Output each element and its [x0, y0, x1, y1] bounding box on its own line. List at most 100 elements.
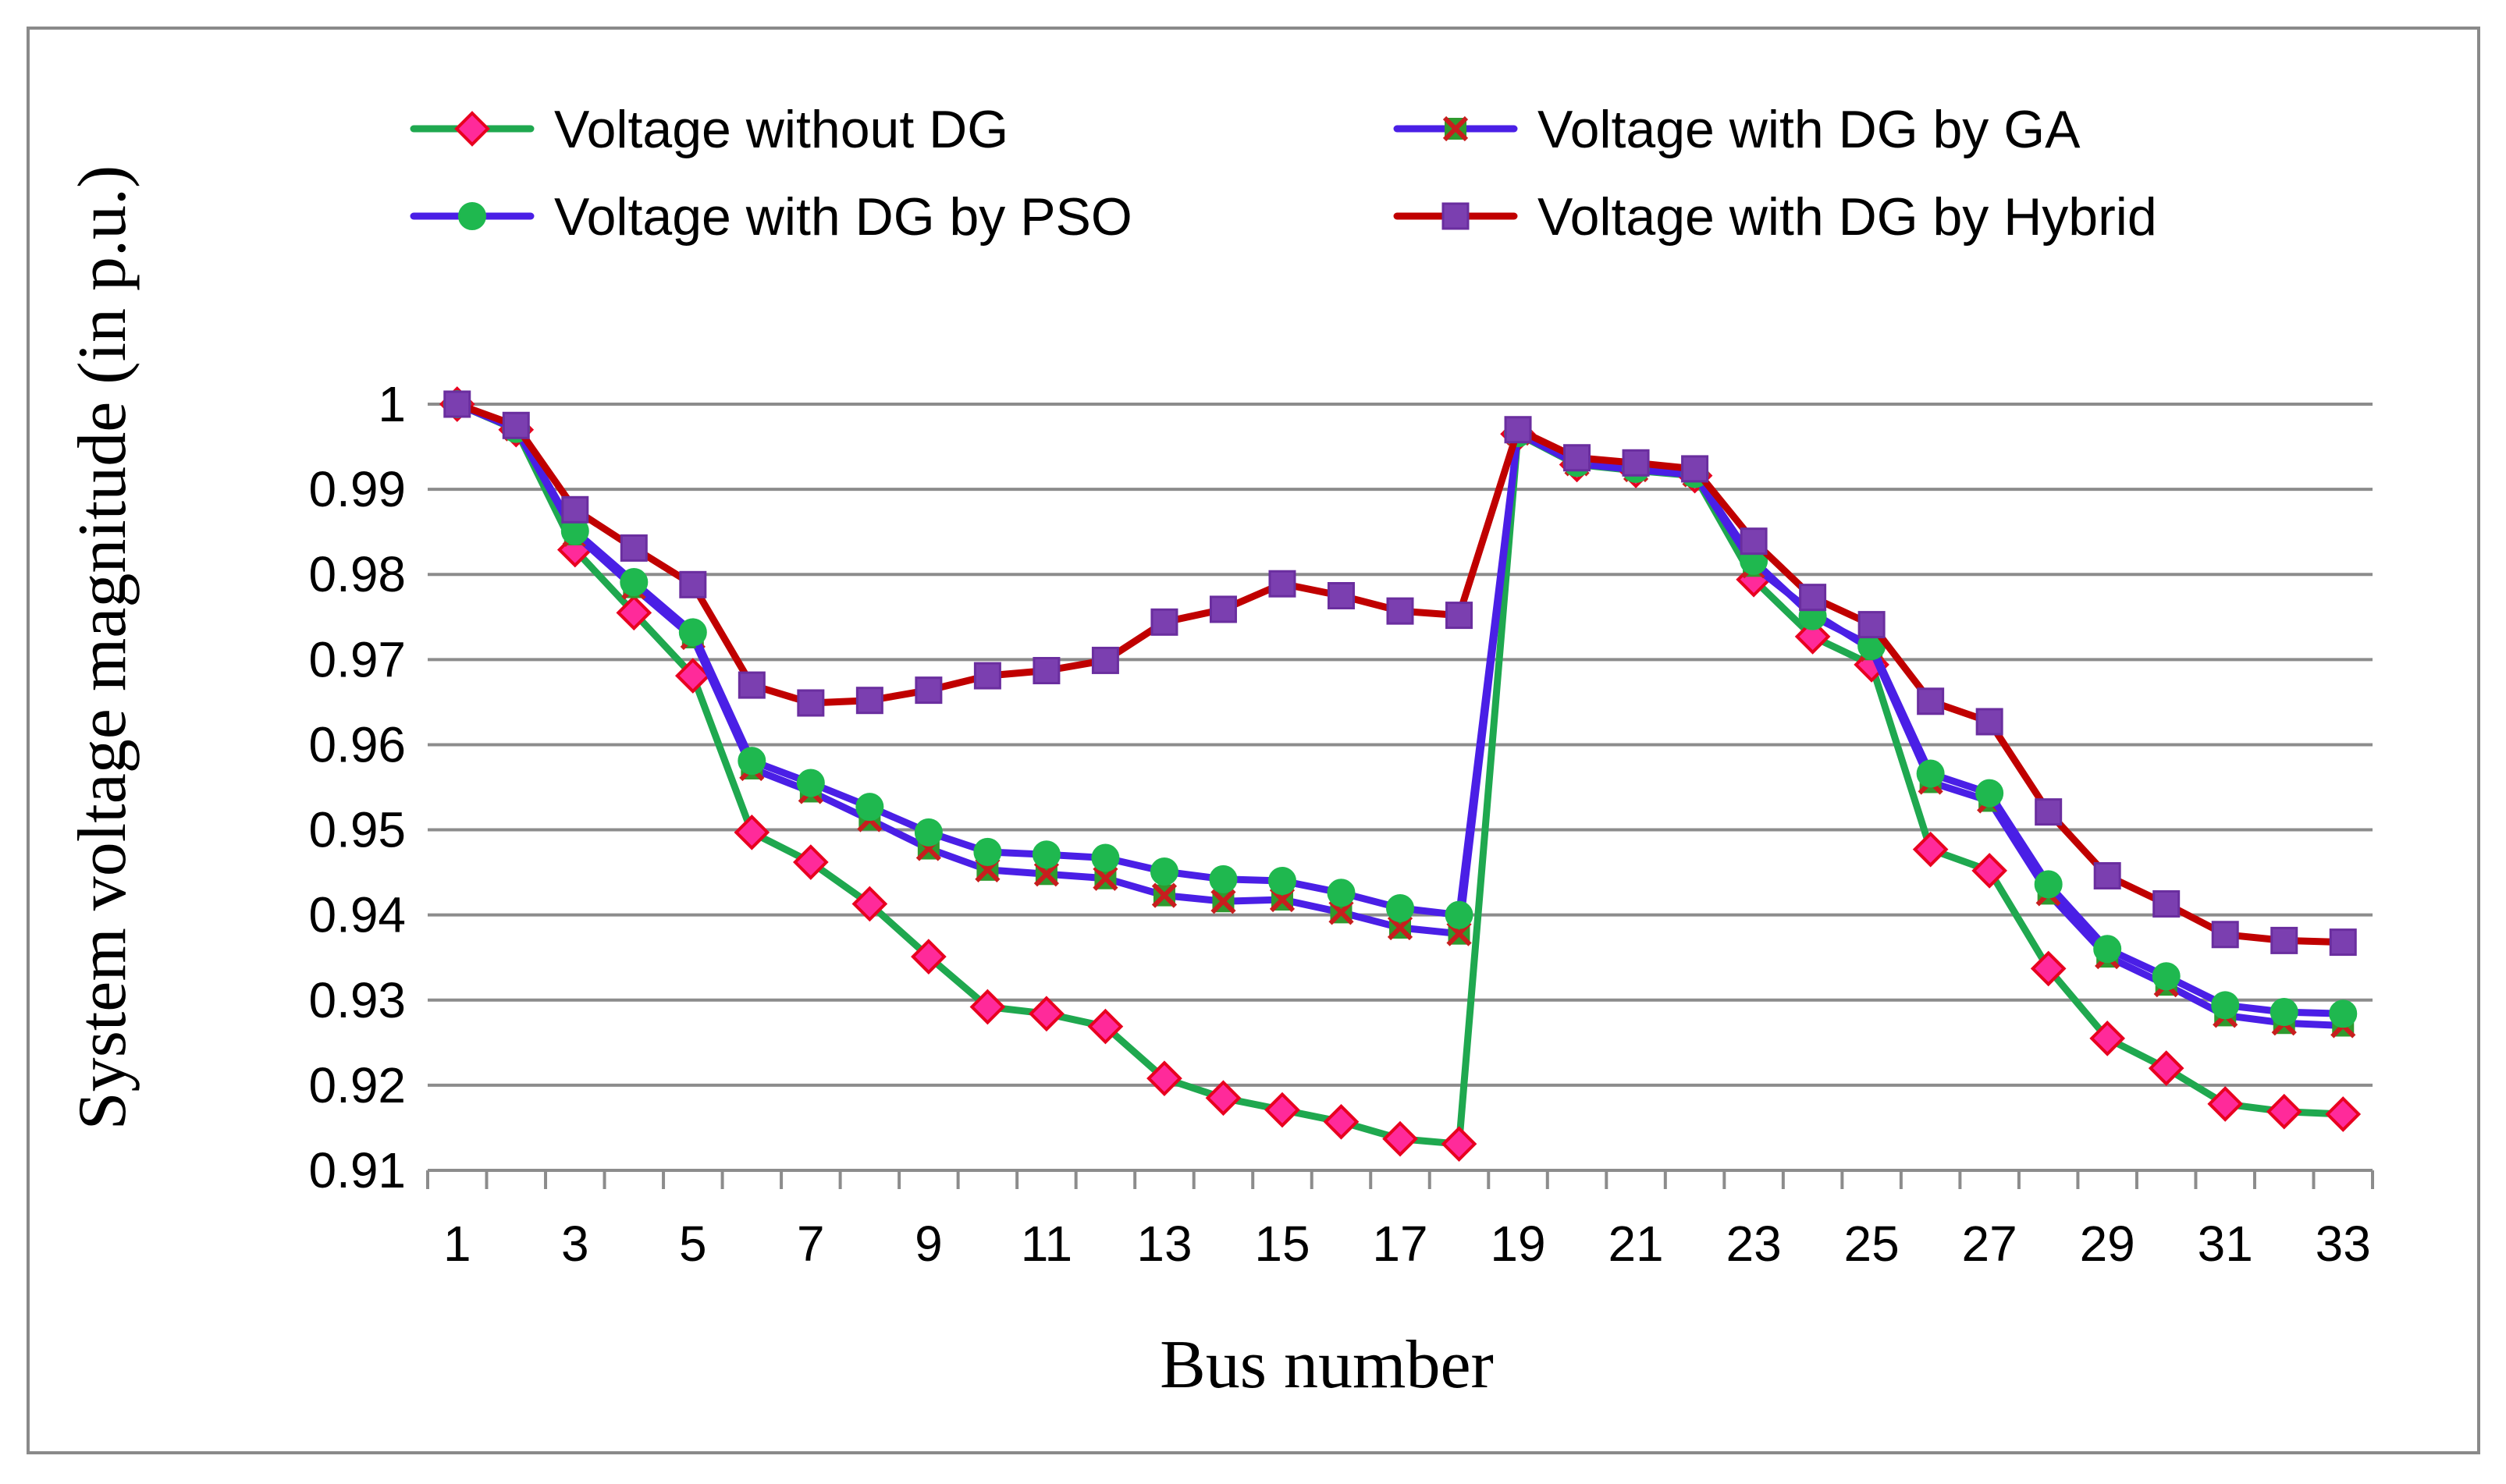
data-point: [674, 658, 711, 694]
data-point: [793, 844, 829, 880]
series-layer: [439, 386, 2362, 1163]
data-point: [1975, 779, 2004, 808]
y-tick-label: 0.97: [308, 631, 406, 687]
data-point: [2266, 1093, 2302, 1130]
data-point: [2034, 870, 2063, 899]
y-tick-label: 0.91: [308, 1142, 406, 1198]
data-point: [851, 886, 888, 922]
data-point: [796, 769, 825, 797]
data-point: [1209, 595, 1237, 623]
data-point: [2211, 921, 2239, 949]
x-tick-label: 31: [2198, 1216, 2253, 1272]
data-point: [1917, 687, 1945, 715]
data-point: [2148, 1050, 2184, 1086]
data-point: [1382, 1120, 1418, 1157]
data-point: [1264, 1092, 1300, 1128]
data-point: [1205, 1080, 1242, 1117]
data-point: [915, 676, 943, 705]
data-point: [1912, 831, 1949, 868]
data-point: [797, 689, 825, 717]
series-3: [443, 390, 2357, 957]
data-point: [1209, 864, 1238, 893]
data-point: [1681, 455, 1709, 483]
data-point: [1794, 619, 1831, 655]
data-point: [1445, 900, 1473, 929]
data-point: [1268, 570, 1296, 598]
data-point: [1029, 996, 1065, 1032]
data-point: [1799, 584, 1827, 612]
data-point: [1327, 879, 1356, 907]
data-point: [2152, 889, 2181, 918]
x-tick-label: 13: [1136, 1216, 1192, 1272]
legend-entry: Voltage with DG by Hybrid: [1393, 187, 2157, 247]
x-tick-label: 3: [561, 1216, 589, 1272]
y-tick-label: 0.95: [308, 802, 406, 858]
data-point: [2207, 1086, 2244, 1122]
data-point: [616, 595, 652, 631]
data-point: [2270, 926, 2298, 954]
chart-border: [27, 27, 2480, 1454]
x-tick-label: 25: [1844, 1216, 1900, 1272]
data-point: [2211, 991, 2240, 1020]
data-point: [1267, 867, 1296, 896]
data-point: [973, 662, 1001, 690]
data-point: [2089, 1021, 2126, 1056]
legend: Voltage without DG Voltage with DG by GA V…: [410, 100, 2157, 247]
x-tick-label: 1: [443, 1216, 471, 1272]
legend-marker: [458, 202, 486, 230]
data-point: [911, 939, 947, 975]
y-tick-label: 0.99: [308, 461, 406, 517]
data-point: [2035, 798, 2063, 826]
data-point: [2093, 861, 2121, 889]
data-point: [855, 687, 883, 715]
data-point: [1033, 861, 1060, 887]
data-point: [2325, 1096, 2362, 1132]
data-point: [443, 390, 471, 418]
series-0: [439, 386, 2362, 1163]
data-point: [1327, 582, 1355, 609]
data-point: [1504, 416, 1532, 444]
data-point: [1387, 914, 1413, 941]
data-point: [738, 747, 766, 776]
data-point: [734, 815, 770, 850]
data-point: [1916, 759, 1945, 788]
data-point: [1445, 602, 1473, 630]
legend-marker: [1442, 115, 1469, 142]
data-point: [2329, 928, 2357, 957]
data-point: [620, 568, 649, 597]
x-tick-label: 21: [1608, 1216, 1663, 1272]
x-tick-label: 7: [797, 1216, 825, 1272]
data-point: [1563, 444, 1591, 472]
data-point: [1622, 449, 1650, 477]
legend-label: Voltage with DG by GA: [1537, 100, 2081, 159]
data-point: [1975, 708, 2003, 736]
data-point: [2329, 999, 2358, 1028]
y-tick-label: 0.94: [308, 887, 406, 943]
x-tick-label: 33: [2316, 1216, 2371, 1272]
x-tick-label: 9: [915, 1216, 943, 1272]
legend-label: Voltage without DG: [554, 100, 1008, 159]
data-point: [973, 837, 1002, 866]
data-point: [738, 671, 766, 699]
data-point: [1087, 1008, 1124, 1045]
data-point: [1146, 1060, 1182, 1096]
y-tick-label: 0.93: [308, 972, 406, 1028]
data-point: [679, 570, 707, 598]
data-point: [1210, 889, 1236, 914]
data-point: [914, 818, 943, 847]
data-point: [502, 411, 530, 439]
data-point: [1033, 657, 1061, 685]
data-point: [2152, 962, 2181, 991]
x-tick-label: 15: [1254, 1216, 1310, 1272]
data-point: [969, 989, 1006, 1025]
data-point: [1151, 882, 1178, 908]
data-point: [620, 534, 648, 562]
data-point: [2030, 950, 2067, 987]
data-point: [1150, 857, 1178, 886]
y-tick-label: 0.92: [308, 1057, 406, 1113]
data-point: [1740, 527, 1768, 556]
data-point: [1091, 843, 1120, 872]
